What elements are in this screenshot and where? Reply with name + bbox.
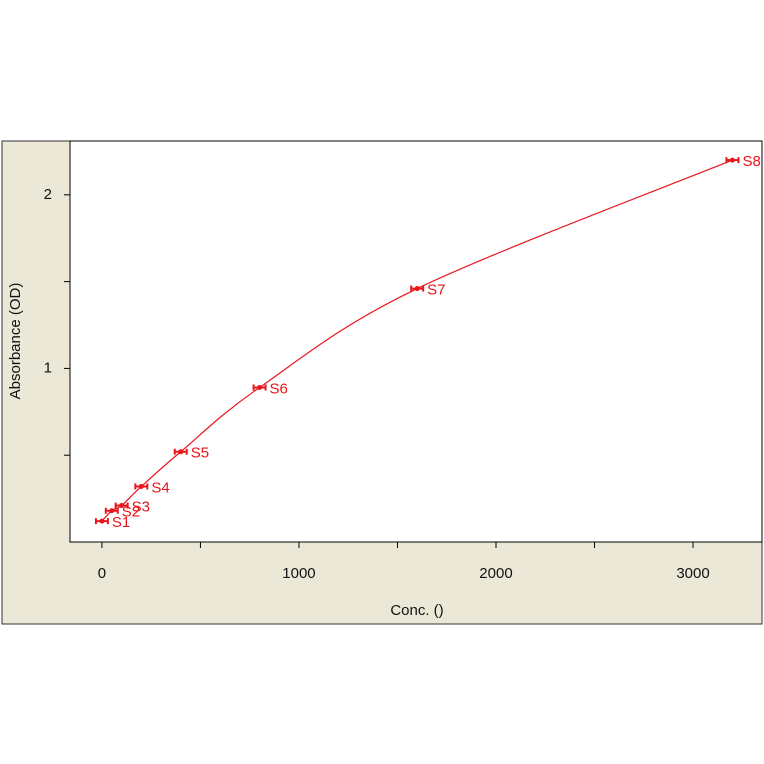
point-label: S6 bbox=[270, 380, 288, 397]
plot-area bbox=[69, 140, 763, 543]
point-dot bbox=[99, 518, 105, 524]
x-tick-label: 1000 bbox=[282, 565, 315, 582]
point-label: S7 bbox=[427, 282, 445, 299]
point-label: S2 bbox=[122, 504, 140, 521]
data-point bbox=[114, 502, 129, 509]
data-point bbox=[134, 483, 149, 490]
fit-curve bbox=[101, 159, 733, 522]
x-tick-label: 2000 bbox=[479, 565, 512, 582]
point-dot bbox=[138, 483, 144, 489]
y-tick-label: 2 bbox=[44, 186, 52, 203]
data-point bbox=[410, 285, 425, 292]
x-axis-label: Conc. () bbox=[390, 602, 443, 619]
data-point bbox=[173, 448, 188, 455]
point-dot bbox=[178, 449, 184, 455]
data-point bbox=[104, 507, 119, 514]
point-label: S1 bbox=[112, 514, 130, 531]
y-axis-label: Absorbance (OD) bbox=[7, 283, 24, 400]
x-tick-label: 0 bbox=[98, 565, 106, 582]
point-dot bbox=[414, 286, 420, 292]
x-tick-label: 3000 bbox=[676, 565, 709, 582]
point-label: S3 bbox=[132, 499, 150, 516]
point-dot bbox=[109, 508, 115, 514]
point-label: S8 bbox=[742, 153, 760, 170]
point-dot bbox=[257, 385, 263, 391]
data-point bbox=[94, 518, 109, 525]
data-point bbox=[725, 157, 740, 164]
y-tick-label: 1 bbox=[44, 359, 52, 376]
point-dot bbox=[119, 503, 125, 509]
point-dot bbox=[729, 157, 735, 163]
point-label: S4 bbox=[151, 479, 169, 496]
point-label: S5 bbox=[191, 445, 209, 462]
data-point bbox=[252, 384, 267, 391]
